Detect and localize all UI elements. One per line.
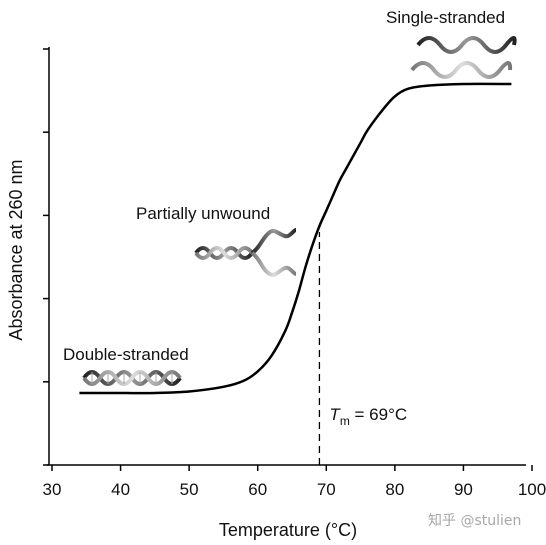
tm-subscript: m xyxy=(340,414,350,428)
annotation-double-stranded: Double-stranded xyxy=(63,345,189,364)
tm-symbol: T xyxy=(329,405,341,424)
x-tick-label: 100 xyxy=(518,480,546,499)
tm-value: = 69°C xyxy=(350,405,407,424)
single-strand-illustration xyxy=(410,36,517,79)
x-tick-label: 90 xyxy=(454,480,473,499)
y-axis-ticks xyxy=(43,48,49,466)
x-tick-label: 40 xyxy=(111,480,130,499)
series-line xyxy=(79,82,512,395)
x-tick-label: 70 xyxy=(317,480,336,499)
y-axis xyxy=(43,47,50,466)
x-axis: 30 40 50 60 70 80 90 100 xyxy=(43,464,546,499)
x-tick-label: 60 xyxy=(248,480,267,499)
tm-label: Tm = 69°C xyxy=(329,405,407,428)
watermark: 知乎 @stulien xyxy=(428,512,521,529)
double-helix-illustration xyxy=(82,370,182,386)
partially-unwound-helix-illustration xyxy=(194,228,297,277)
annotation-partially-unwound: Partially unwound xyxy=(136,204,270,223)
x-tick-label: 50 xyxy=(180,480,199,499)
x-tick-label: 80 xyxy=(385,480,404,499)
x-tick-label: 30 xyxy=(43,480,62,499)
x-axis-label: Temperature (°C) xyxy=(219,520,357,540)
x-axis-ticks: 30 40 50 60 70 80 90 100 xyxy=(43,465,546,499)
y-axis-label: Absorbance at 260 nm xyxy=(6,159,26,340)
annotation-single-stranded: Single-stranded xyxy=(386,8,505,27)
